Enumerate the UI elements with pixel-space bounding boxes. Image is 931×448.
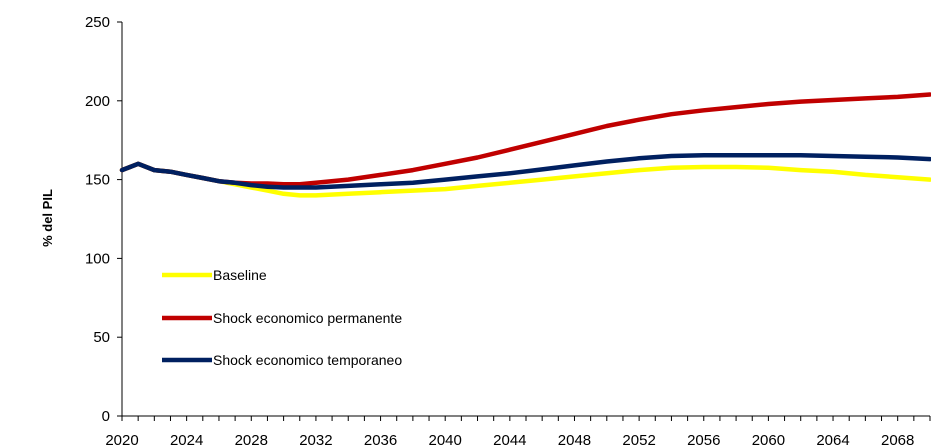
y-tick-label: 0 xyxy=(102,408,110,425)
series-lines xyxy=(119,92,931,198)
x-tick-label: 2060 xyxy=(752,432,785,448)
legend-label: Shock economico temporaneo xyxy=(213,352,402,368)
x-tick-label: 2056 xyxy=(687,432,720,448)
x-tick-label: 2048 xyxy=(558,432,591,448)
x-tick-label: 2032 xyxy=(299,432,332,448)
x-tick-label: 2068 xyxy=(881,432,914,448)
y-axis-label: % del PIL xyxy=(40,189,55,247)
x-tick-label: 2040 xyxy=(429,432,462,448)
y-tick-label: 150 xyxy=(85,172,110,189)
x-tick-label: 2052 xyxy=(622,432,655,448)
x-tick-label: 2020 xyxy=(105,432,138,448)
legend-label: Baseline xyxy=(213,267,267,283)
axes: 0 50 100 150 200 250 2020 2024 2028 2032 2036 2040 2… xyxy=(85,14,931,448)
series-line-3 xyxy=(119,152,931,190)
y-tick-label: 250 xyxy=(85,14,110,31)
y-tick-label: 200 xyxy=(85,93,110,110)
x-tick-label: 2044 xyxy=(493,432,526,448)
x-tick-label: 2036 xyxy=(364,432,397,448)
series-line-1 xyxy=(119,161,931,198)
y-tick-label: 50 xyxy=(93,329,110,346)
y-tick-label: 100 xyxy=(85,250,110,267)
x-tick-label: 2028 xyxy=(235,432,268,448)
legend-label: Shock economico permanente xyxy=(213,310,402,326)
x-tick-label: 2064 xyxy=(816,432,849,448)
x-tick-label: 2024 xyxy=(170,432,203,448)
legend: Baseline Shock economico permanente Shock … xyxy=(162,267,402,368)
